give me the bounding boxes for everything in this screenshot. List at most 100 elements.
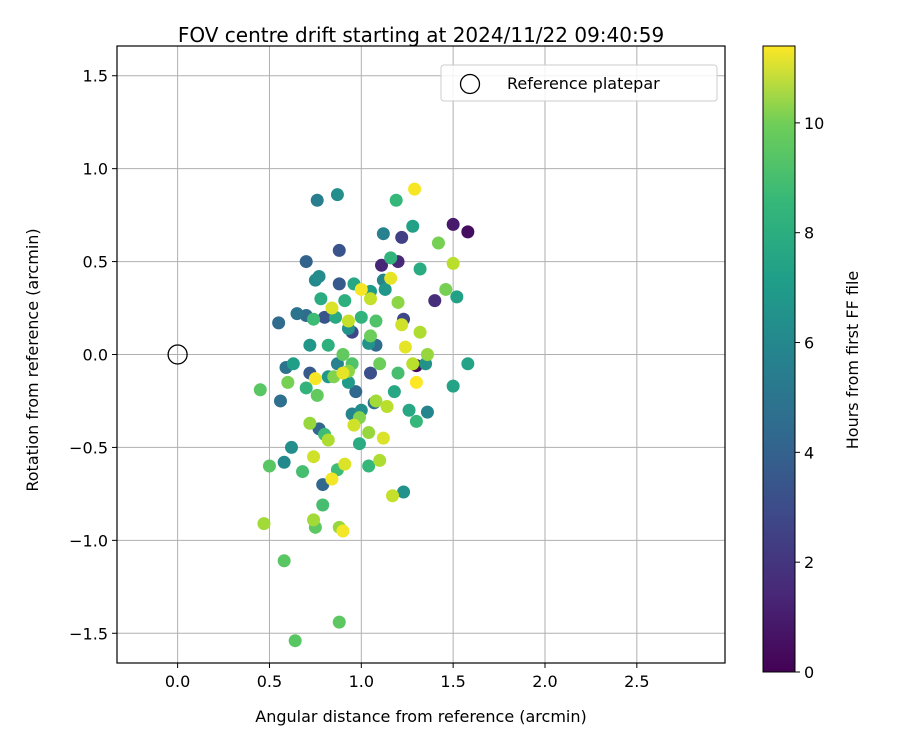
y-tick-label: 1.5	[83, 67, 108, 86]
scatter-point	[336, 524, 350, 538]
x-tick-label: 0.0	[165, 672, 190, 691]
y-tick-label: −0.5	[69, 438, 108, 457]
scatter-point	[325, 301, 339, 315]
scatter-point	[376, 227, 390, 241]
colorbar: 0 2 4 6 8 10 Hours from first FF file	[762, 45, 862, 682]
scatter-point	[376, 431, 390, 445]
scatter-point	[431, 236, 445, 250]
scatter-point	[310, 388, 324, 402]
scatter-point	[387, 385, 401, 399]
scatter-point	[446, 217, 460, 231]
scatter-point	[409, 414, 423, 428]
y-tick-label: −1.5	[69, 624, 108, 643]
scatter-point	[413, 262, 427, 276]
colorbar-tick-label: 6	[804, 334, 814, 353]
scatter-point	[389, 193, 403, 207]
scatter-point	[395, 230, 409, 244]
scatter-point	[395, 318, 409, 332]
scatter-point	[321, 433, 335, 447]
scatter-point	[369, 314, 383, 328]
y-axis: −1.5 −1.0 −0.5 0.0 0.5 1.0 1.5	[69, 67, 117, 643]
scatter-point	[408, 182, 422, 196]
scatter-point	[384, 271, 398, 285]
scatter-point	[406, 219, 420, 233]
colorbar-label: Hours from first FF file	[843, 271, 862, 450]
scatter-point	[316, 498, 330, 512]
scatter-point	[341, 314, 355, 328]
scatter-point	[402, 403, 416, 417]
scatter-point	[307, 513, 321, 527]
scatter-point	[373, 453, 387, 467]
chart-title: FOV centre drift starting at 2024/11/22 …	[178, 23, 664, 47]
scatter-point	[303, 338, 317, 352]
scatter-point	[262, 459, 276, 473]
scatter-point	[325, 472, 339, 486]
scatter-point	[347, 418, 361, 432]
data-points	[253, 182, 475, 648]
scatter-point	[428, 294, 442, 308]
scatter-point	[409, 375, 423, 389]
scatter-point	[363, 292, 377, 306]
scatter-point	[288, 634, 302, 648]
scatter-point	[354, 310, 368, 324]
scatter-point	[314, 292, 328, 306]
scatter-point	[272, 316, 286, 330]
scatter-point	[321, 338, 335, 352]
scatter-point	[310, 193, 324, 207]
scatter-point	[362, 459, 376, 473]
x-tick-label: 2.0	[532, 672, 557, 691]
y-axis-label: Rotation from reference (arcmin)	[23, 228, 42, 491]
scatter-point	[349, 385, 363, 399]
y-tick-label: 0.0	[83, 346, 108, 365]
reference-marker	[167, 344, 188, 365]
colorbar-tick-label: 10	[804, 114, 824, 133]
scatter-point	[375, 258, 389, 272]
scatter-point	[380, 400, 394, 414]
scatter-point	[336, 348, 350, 361]
scatter-point	[285, 440, 299, 454]
scatter-point	[369, 394, 383, 408]
legend-entry: Reference platepar	[507, 74, 660, 93]
scatter-point	[273, 394, 287, 408]
x-axis: 0.0 0.5 1.0 1.5 2.0 2.5	[165, 663, 650, 691]
scatter-point	[398, 340, 412, 354]
scatter-point	[439, 282, 453, 296]
colorbar-tick-label: 0	[804, 663, 814, 682]
scatter-point	[420, 405, 434, 419]
scatter-point	[332, 277, 346, 291]
scatter-point	[312, 269, 326, 283]
scatter-point	[332, 243, 346, 257]
colorbar-tick-label: 4	[804, 443, 814, 462]
colorbar-gradient	[762, 45, 796, 673]
x-axis-label: Angular distance from reference (arcmin)	[255, 707, 586, 726]
scatter-point	[332, 615, 346, 629]
scatter-point	[296, 465, 310, 479]
x-tick-label: 2.5	[624, 672, 649, 691]
scatter-point	[406, 357, 420, 371]
scatter-point	[363, 366, 377, 380]
scatter-point	[384, 251, 398, 265]
scatter-point	[253, 383, 267, 397]
scatter-point	[338, 457, 352, 471]
scatter-point	[307, 450, 321, 464]
scatter-point	[281, 375, 295, 389]
x-tick-label: 1.5	[440, 672, 465, 691]
scatter-point	[420, 348, 434, 361]
scatter-point	[338, 294, 352, 308]
x-tick-label: 0.5	[257, 672, 282, 691]
scatter-point	[461, 225, 475, 239]
scatter-point	[373, 357, 387, 371]
scatter-point	[303, 416, 317, 430]
scatter-point	[352, 437, 366, 451]
scatter-point	[330, 188, 344, 202]
scatter-point	[318, 310, 332, 324]
legend-box	[440, 64, 718, 102]
scatter-point	[336, 366, 350, 380]
scatter-point	[362, 426, 376, 440]
scatter-point	[299, 381, 313, 395]
scatter-point	[378, 282, 392, 296]
y-tick-label: 1.0	[83, 160, 108, 179]
scatter-point	[354, 282, 368, 296]
scatter-point	[257, 517, 271, 531]
